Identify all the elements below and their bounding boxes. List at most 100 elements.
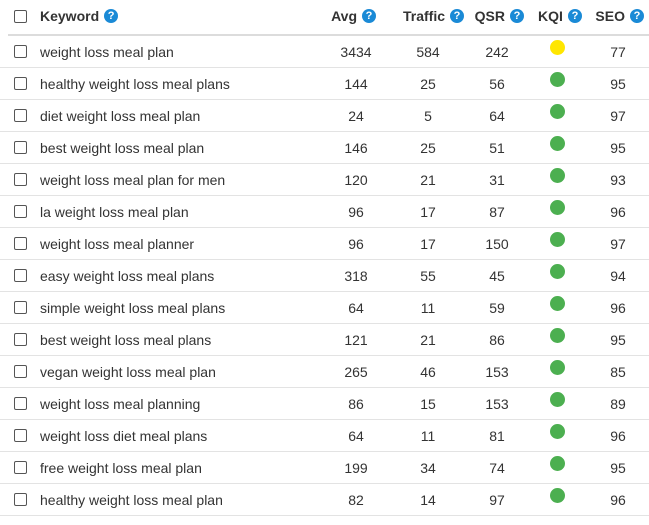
table-row[interactable]: best weight loss meal plans 121 21 86 95: [0, 324, 649, 356]
kqi-cell: [530, 160, 584, 191]
table-header: Keyword ? Avg ? Traffic ? QSR ? KQI ? SE…: [0, 0, 649, 36]
seo-cell: 95: [610, 75, 626, 92]
avg-cell: 96: [348, 235, 364, 252]
keyword-cell[interactable]: healthy weight loss meal plans: [40, 75, 230, 92]
keyword-cell[interactable]: weight loss meal planning: [40, 395, 201, 412]
table-body: weight loss meal plan 3434 584 242 77 healthy…: [0, 36, 649, 516]
keyword-cell[interactable]: la weight loss meal plan: [40, 203, 189, 220]
row-checkbox[interactable]: [14, 173, 27, 186]
kqi-status-dot: [549, 392, 565, 407]
avg-column-header[interactable]: Avg ?: [322, 0, 376, 34]
qsr-cell: 97: [489, 491, 505, 508]
keyword-column-header[interactable]: Keyword ?: [40, 0, 320, 34]
avg-cell: 86: [348, 395, 364, 412]
table-row[interactable]: free weight loss meal plan 199 34 74 95: [0, 452, 649, 484]
seo-cell: 89: [610, 395, 626, 412]
kqi-column-header[interactable]: KQI ?: [535, 0, 585, 34]
help-icon[interactable]: ?: [510, 9, 524, 23]
seo-cell: 93: [610, 171, 626, 188]
table-row[interactable]: simple weight loss meal plans 64 11 59 96: [0, 292, 649, 324]
table-row[interactable]: healthy weight loss meal plans 144 25 56 95: [0, 68, 649, 100]
avg-cell: 24: [348, 107, 364, 124]
qsr-column-header[interactable]: QSR ?: [470, 0, 524, 34]
traffic-column-header[interactable]: Traffic ?: [392, 0, 464, 34]
traffic-cell: 55: [420, 267, 436, 284]
seo-cell: 85: [610, 363, 626, 380]
table-row[interactable]: weight loss meal planning 86 15 153 89: [0, 388, 649, 420]
keyword-cell[interactable]: best weight loss meal plan: [40, 139, 205, 156]
help-icon[interactable]: ?: [104, 9, 119, 23]
table-row[interactable]: diet weight loss meal plan 24 5 64 97: [0, 100, 649, 132]
table-row[interactable]: vegan weight loss meal plan 265 46 153 85: [0, 356, 649, 388]
avg-cell: 265: [344, 363, 368, 380]
help-icon[interactable]: ?: [362, 9, 376, 23]
qsr-cell: 153: [485, 363, 509, 380]
help-icon[interactable]: ?: [567, 9, 582, 23]
keyword-cell[interactable]: free weight loss meal plan: [40, 459, 202, 476]
row-checkbox[interactable]: [14, 205, 27, 218]
row-checkbox[interactable]: [14, 109, 27, 122]
seo-column-header[interactable]: SEO ?: [592, 0, 644, 34]
row-select-cell: [14, 324, 28, 355]
seo-header-label: SEO: [595, 8, 625, 24]
table-row[interactable]: weight loss meal plan for men 120 21 31 93: [0, 164, 649, 196]
qsr-header-label: QSR: [474, 8, 505, 24]
table-row[interactable]: weight loss meal plan 3434 584 242 77: [0, 36, 649, 68]
keyword-cell[interactable]: diet weight loss meal plan: [40, 107, 201, 124]
avg-cell: 96: [348, 203, 364, 220]
row-checkbox[interactable]: [14, 77, 27, 90]
row-checkbox[interactable]: [14, 301, 27, 314]
seo-cell: 95: [610, 331, 626, 348]
traffic-cell: 11: [420, 299, 436, 316]
keyword-cell[interactable]: simple weight loss meal plans: [40, 299, 226, 316]
kqi-status-dot: [549, 136, 565, 151]
seo-cell: 97: [610, 235, 626, 252]
traffic-cell: 34: [420, 459, 436, 476]
row-checkbox[interactable]: [14, 365, 27, 378]
kqi-status-dot: [549, 200, 565, 215]
table-row[interactable]: weight loss diet meal plans 64 11 81 96: [0, 420, 649, 452]
kqi-cell: [530, 352, 584, 383]
row-checkbox[interactable]: [14, 237, 27, 250]
table-row[interactable]: best weight loss meal plan 146 25 51 95: [0, 132, 649, 164]
table-row[interactable]: la weight loss meal plan 96 17 87 96: [0, 196, 649, 228]
row-checkbox[interactable]: [14, 493, 27, 506]
row-checkbox[interactable]: [14, 333, 27, 346]
help-icon[interactable]: ?: [630, 9, 644, 23]
qsr-cell: 242: [485, 43, 509, 60]
row-checkbox[interactable]: [14, 397, 27, 410]
qsr-cell: 86: [489, 331, 505, 348]
row-select-cell: [14, 260, 28, 291]
table-row[interactable]: weight loss meal planner 96 17 150 97: [0, 228, 649, 260]
traffic-cell: 15: [420, 395, 436, 412]
row-checkbox[interactable]: [14, 45, 27, 58]
qsr-cell: 56: [489, 75, 505, 92]
qsr-cell: 64: [489, 107, 505, 124]
qsr-cell: 81: [489, 427, 505, 444]
keyword-cell[interactable]: best weight loss meal plans: [40, 331, 212, 348]
keyword-cell[interactable]: healthy weight loss meal plan: [40, 491, 223, 508]
table-row[interactable]: easy weight loss meal plans 318 55 45 94: [0, 260, 649, 292]
row-select-cell: [14, 484, 28, 515]
row-select-cell: [14, 196, 28, 227]
row-checkbox[interactable]: [14, 269, 27, 282]
keyword-cell[interactable]: easy weight loss meal plans: [40, 267, 215, 284]
keyword-cell[interactable]: weight loss meal plan for men: [40, 171, 226, 188]
row-select-cell: [14, 388, 28, 419]
help-icon[interactable]: ?: [450, 9, 464, 23]
seo-cell: 96: [610, 299, 626, 316]
keyword-cell[interactable]: weight loss meal plan: [40, 43, 174, 60]
keyword-cell[interactable]: vegan weight loss meal plan: [40, 363, 216, 380]
row-checkbox[interactable]: [14, 141, 27, 154]
qsr-cell: 45: [489, 267, 505, 284]
qsr-cell: 87: [489, 203, 505, 220]
avg-cell: 121: [344, 331, 368, 348]
keyword-cell[interactable]: weight loss diet meal plans: [40, 427, 208, 444]
select-all-checkbox[interactable]: [14, 9, 27, 23]
traffic-cell: 21: [420, 331, 436, 348]
keyword-cell[interactable]: weight loss meal planner: [40, 235, 195, 252]
row-checkbox[interactable]: [14, 461, 27, 474]
row-checkbox[interactable]: [14, 429, 27, 442]
table-row[interactable]: healthy weight loss meal plan 82 14 97 96: [0, 484, 649, 516]
kqi-cell: [530, 480, 584, 511]
